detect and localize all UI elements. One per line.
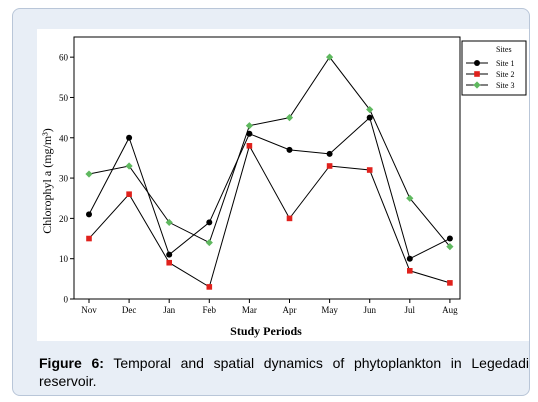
- caption-label: Figure 6:: [39, 355, 104, 371]
- data-point: [166, 251, 173, 258]
- legend-item: Site 2: [466, 70, 514, 79]
- legend-label: Site 2: [496, 70, 514, 79]
- legend-item: Site 3: [466, 81, 514, 90]
- legend-marker: [474, 71, 480, 77]
- data-point: [246, 130, 253, 137]
- plot-panel: 0 10 20 30 40 50 60 Nov Dec Jan Feb Mar Apr May Jun Jul…: [37, 29, 529, 341]
- data-point: [366, 105, 374, 114]
- chart-legend: Sites Site 1 Site 2 Site 3: [461, 40, 527, 96]
- y-tick-label: 40: [59, 133, 69, 143]
- legend-label: Site 1: [496, 59, 514, 68]
- figure-frame: 0 10 20 30 40 50 60 Nov Dec Jan Feb Mar Apr May Jun Jul…: [12, 8, 530, 396]
- x-tick-label: May: [321, 305, 338, 315]
- data-point: [206, 219, 213, 226]
- legend-label: Site 3: [496, 81, 514, 90]
- y-tick-label: 50: [59, 93, 69, 103]
- data-point: [286, 215, 293, 222]
- y-tick-label: 20: [59, 214, 69, 224]
- series-1: [86, 114, 453, 262]
- data-point: [446, 235, 453, 242]
- data-point: [246, 143, 253, 149]
- data-point: [126, 134, 133, 141]
- data-point: [86, 235, 92, 242]
- data-point: [245, 122, 253, 130]
- legend-item: Site 1: [466, 59, 514, 68]
- x-tick-label: Feb: [203, 305, 217, 315]
- x-tick-label: Aug: [442, 305, 458, 315]
- chart-series: [85, 53, 454, 290]
- data-point: [326, 53, 334, 61]
- legend-marker: [473, 81, 481, 89]
- data-point: [286, 146, 293, 153]
- data-point: [366, 114, 373, 121]
- series-line: [88, 144, 451, 288]
- x-tick-label: Jul: [405, 305, 416, 315]
- caption-text: Temporal and spatial dynamics of phytopl…: [39, 355, 529, 389]
- line-chart: 0 10 20 30 40 50 60 Nov Dec Jan Feb Mar Apr May Jun Jul…: [40, 36, 527, 338]
- series-2: [86, 143, 453, 290]
- data-point: [406, 194, 414, 202]
- x-tick-label: Jan: [163, 305, 175, 315]
- data-point: [85, 170, 93, 178]
- data-point: [366, 167, 373, 173]
- plot-area-border: [73, 36, 461, 300]
- figure-caption: Figure 6: Temporal and spatial dynamics …: [39, 354, 529, 390]
- data-point: [205, 238, 213, 247]
- data-point: [126, 191, 132, 197]
- data-point: [86, 211, 92, 218]
- data-point: [165, 218, 173, 227]
- data-point: [447, 280, 453, 286]
- series-line: [88, 56, 451, 247]
- data-point: [326, 163, 333, 169]
- data-point: [407, 267, 413, 274]
- data-point: [446, 243, 454, 251]
- x-tick-label: Dec: [122, 305, 137, 315]
- data-point: [166, 259, 172, 266]
- x-tick-label: Jun: [363, 305, 376, 315]
- x-tick-label: Mar: [242, 305, 257, 315]
- data-point: [125, 162, 133, 170]
- y-tick-label: 30: [59, 174, 69, 184]
- data-point: [206, 284, 213, 290]
- data-point: [326, 150, 333, 157]
- y-axis-label: Chlorophyl a (mg/m³): [40, 128, 54, 234]
- legend-box: [461, 40, 527, 96]
- y-tick-label: 0: [64, 295, 69, 305]
- x-tick-label: Apr: [283, 305, 297, 315]
- data-point: [285, 114, 294, 122]
- series-3: [85, 53, 454, 251]
- chart-axes: 0 10 20 30 40 50 60 Nov Dec Jan Feb Mar Apr May Jun Jul…: [59, 36, 461, 315]
- series-line: [88, 116, 451, 260]
- x-axis-label: Study Periods: [230, 324, 302, 338]
- y-tick-label: 10: [59, 254, 69, 264]
- legend-title: Sites: [496, 45, 512, 54]
- y-tick-label: 60: [59, 53, 69, 63]
- x-tick-label: Nov: [81, 305, 97, 315]
- legend-marker: [474, 60, 480, 66]
- data-point: [406, 255, 413, 262]
